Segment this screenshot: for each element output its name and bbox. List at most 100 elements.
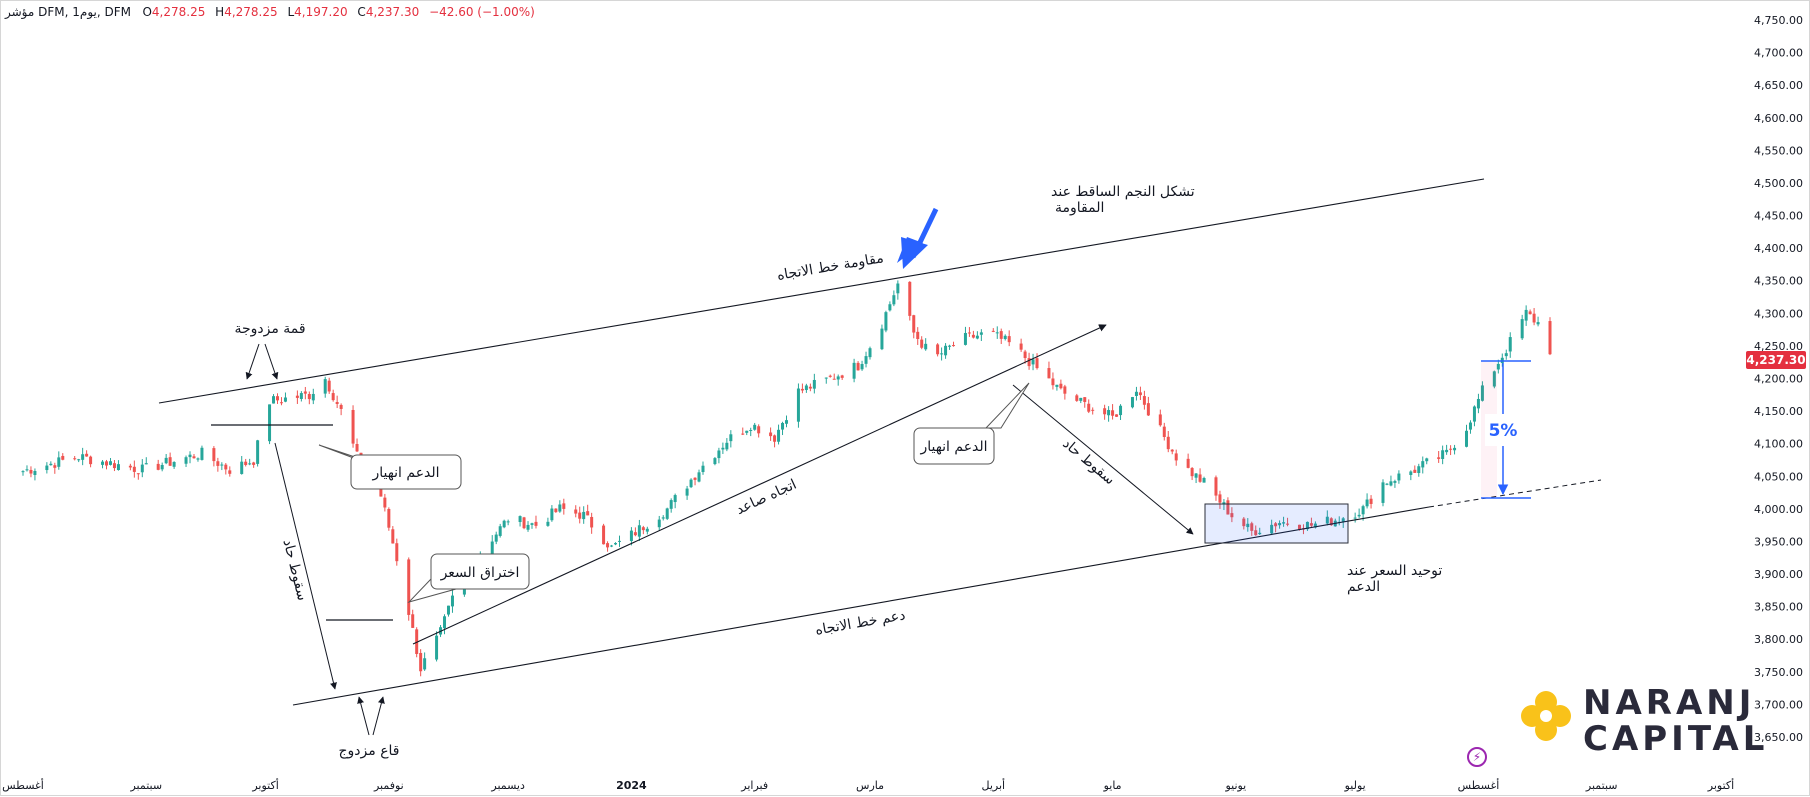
candle-body bbox=[1282, 522, 1286, 524]
candle-body bbox=[781, 422, 785, 430]
double-top-label: قمة مزدوجة bbox=[234, 321, 305, 337]
callout-support-break-2[interactable]: الدعم انهيار bbox=[913, 382, 1030, 465]
candle-body bbox=[1397, 473, 1401, 481]
candle-body bbox=[840, 375, 844, 378]
time-tick-label: أغسطس bbox=[1458, 778, 1500, 792]
candle-body bbox=[1329, 518, 1333, 526]
candle-body bbox=[1449, 448, 1453, 450]
open-value: 4,278.25 bbox=[151, 5, 206, 19]
price-tick-label: 4,500.00 bbox=[1754, 177, 1803, 190]
time-tick-label: نوفمبر bbox=[373, 779, 404, 792]
candle-body bbox=[391, 529, 395, 544]
sharp-drop-label-2: سقوط حاد bbox=[1059, 436, 1117, 489]
price-tick-label: 4,050.00 bbox=[1754, 470, 1803, 483]
logo-wordmark: NARANJ CAPITAL bbox=[1583, 685, 1768, 757]
time-axis[interactable]: أغسطس سبتمبر أكتوبر نوفمبر ديسمبر 2024 فبراير م… bbox=[2, 778, 1734, 792]
candle-body bbox=[77, 459, 81, 461]
candle-body bbox=[1325, 516, 1329, 524]
candle-body bbox=[272, 396, 276, 404]
candle-body bbox=[697, 472, 701, 482]
candle-body bbox=[61, 455, 65, 460]
uptrend-line[interactable] bbox=[412, 324, 1107, 645]
candle-body bbox=[940, 353, 944, 355]
consolidation-box[interactable] bbox=[1204, 503, 1349, 544]
time-tick-label: سبتمبر bbox=[1585, 779, 1618, 792]
candle-body bbox=[200, 447, 204, 460]
price-tick-label: 4,250.00 bbox=[1754, 340, 1803, 353]
candle-body bbox=[562, 503, 566, 509]
candle-body bbox=[25, 469, 29, 471]
candle-body bbox=[1297, 524, 1301, 530]
candle-body bbox=[29, 469, 33, 474]
candle-body bbox=[283, 397, 287, 402]
trend-resistance-label: مقاومة خط الاتجاه bbox=[776, 250, 885, 284]
candle-body bbox=[1480, 385, 1484, 401]
candle-body bbox=[880, 328, 884, 350]
candle-body bbox=[53, 465, 57, 468]
candle-body bbox=[522, 517, 526, 529]
trend-resistance-line[interactable] bbox=[158, 178, 1485, 404]
candle-body bbox=[518, 516, 522, 523]
candle-body bbox=[355, 443, 359, 452]
candle-body bbox=[582, 511, 586, 520]
candle-body bbox=[411, 614, 415, 628]
trend-support-extension bbox=[1428, 479, 1602, 508]
candlestick-series bbox=[21, 280, 1552, 677]
candle-body bbox=[192, 456, 196, 459]
candle-body bbox=[323, 379, 327, 394]
candle-body bbox=[1130, 397, 1134, 408]
candle-body bbox=[331, 393, 335, 401]
candle-body bbox=[693, 477, 697, 480]
consolidation-label-line2: الدعم bbox=[1347, 579, 1380, 595]
time-tick-label: ديسمبر bbox=[490, 779, 525, 792]
candle-body bbox=[1087, 403, 1091, 412]
trend-support-line[interactable] bbox=[292, 506, 1430, 706]
candle-body bbox=[936, 344, 940, 355]
time-tick-label: فبراير bbox=[740, 779, 768, 792]
candle-body bbox=[1409, 471, 1413, 475]
candle-body bbox=[156, 463, 160, 470]
candle-body bbox=[73, 458, 77, 460]
candle-body bbox=[172, 462, 176, 467]
candle-body bbox=[240, 461, 244, 474]
callout-breakout[interactable]: اختراق السعر bbox=[407, 553, 530, 603]
candle-body bbox=[1166, 436, 1170, 450]
price-tick-label: 4,350.00 bbox=[1754, 275, 1803, 288]
candle-body bbox=[725, 442, 729, 450]
candle-body bbox=[574, 509, 578, 514]
candle-body bbox=[1146, 403, 1150, 416]
candle-body bbox=[971, 334, 975, 338]
candle-body bbox=[1365, 499, 1369, 507]
candle-body bbox=[1111, 410, 1115, 416]
candle-body bbox=[494, 534, 498, 542]
price-axis[interactable]: 4,750.00 4,700.00 4,650.00 4,600.00 4,550.00… bbox=[1754, 14, 1803, 744]
candle-body bbox=[769, 432, 773, 437]
candle-body bbox=[1385, 483, 1389, 485]
candle-body bbox=[1019, 343, 1023, 350]
candle-body bbox=[1063, 386, 1067, 394]
candle-body bbox=[1309, 523, 1313, 526]
candle-body bbox=[490, 541, 494, 555]
candle-body bbox=[1393, 481, 1397, 483]
candle-body bbox=[45, 465, 49, 471]
callout-support-break-1[interactable]: الدعم انهيار bbox=[318, 444, 462, 490]
candle-body bbox=[777, 429, 781, 442]
logo-line-2: CAPITAL bbox=[1583, 719, 1769, 759]
time-tick-label: 2024 bbox=[616, 779, 647, 792]
candle-body bbox=[530, 523, 534, 525]
candle-body bbox=[1007, 336, 1011, 343]
sharp-drop-arrow-2 bbox=[1012, 384, 1194, 535]
candle-body bbox=[1174, 453, 1178, 461]
time-tick-label: أكتوبر bbox=[1707, 778, 1734, 792]
candle-body bbox=[610, 545, 614, 547]
candle-body bbox=[1421, 461, 1425, 468]
candle-body bbox=[852, 362, 856, 379]
price-tick-label: 3,750.00 bbox=[1754, 666, 1803, 679]
candle-body bbox=[276, 396, 280, 401]
candle-body bbox=[1508, 337, 1512, 352]
candle-body bbox=[757, 426, 761, 434]
candle-body bbox=[920, 339, 924, 348]
candle-body bbox=[335, 402, 339, 404]
lightning-icon[interactable]: ⚡ bbox=[1467, 747, 1487, 767]
